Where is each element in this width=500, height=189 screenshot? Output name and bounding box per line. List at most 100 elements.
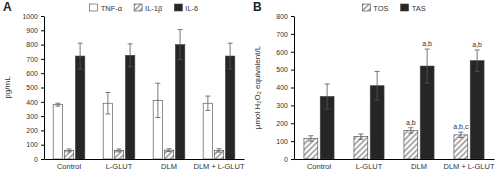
- legend-item: TAS: [401, 4, 426, 13]
- x-tick: L-GLUT: [106, 162, 133, 171]
- bar: [454, 135, 468, 159]
- bar: [470, 61, 484, 159]
- y-tick-label: 200: [276, 120, 288, 127]
- error-bar: [458, 132, 463, 137]
- legend-item: IL-1β: [134, 4, 163, 13]
- x-tick-label: DLM + L-GLUT: [443, 162, 494, 171]
- tick-mark: [291, 105, 294, 106]
- y-tick: 900: [26, 27, 44, 34]
- y-axis: 01002003004005006007008009001000: [22, 13, 44, 163]
- legend-swatch: [362, 4, 370, 11]
- y-tick-label: 400: [26, 99, 38, 106]
- legend-swatch: [174, 4, 182, 11]
- annotation: a,b: [406, 119, 416, 126]
- legend-item: IL-6: [174, 4, 198, 13]
- error-bar: [425, 49, 430, 83]
- x-tick-label: Control: [307, 162, 332, 171]
- bar: [225, 56, 234, 159]
- tick-mark: [41, 45, 44, 46]
- error-bar: [375, 71, 380, 100]
- error-bar: [55, 103, 60, 106]
- legend-label: TAS: [412, 4, 426, 13]
- y-tick-label: 200: [26, 127, 38, 134]
- bar: [203, 103, 212, 159]
- tick-mark: [291, 52, 294, 53]
- x-tick: DLM: [411, 162, 427, 171]
- legend-label: IL-6: [185, 4, 198, 13]
- legend-item: TOS: [362, 4, 388, 13]
- annotation: a,b,c: [453, 123, 469, 130]
- plot-area: [304, 49, 484, 159]
- x-tick-label: Control: [57, 162, 82, 171]
- y-tick: 800: [276, 13, 294, 20]
- y-tick-label: 700: [276, 31, 288, 38]
- x-tick: DLM + L-GLUT: [193, 162, 244, 171]
- annotation: a,b: [472, 41, 482, 48]
- x-tick: Control: [307, 162, 332, 171]
- tick-mark: [41, 116, 44, 117]
- error-bar: [308, 136, 313, 141]
- bar: [64, 150, 73, 159]
- y-tick-label: 600: [276, 48, 288, 55]
- bar: [53, 105, 62, 159]
- y-tick-label: 100: [26, 141, 38, 148]
- tick-mark: [41, 145, 44, 146]
- error-bar: [228, 43, 233, 69]
- x-axis: ControlL-GLUTDLMDLM + L-GLUT: [295, 160, 495, 172]
- x-tick-label: DLM + L-GLUT: [193, 162, 244, 171]
- legend: TNF-α IL-1β IL-6: [90, 4, 199, 13]
- bar: [404, 130, 418, 159]
- error-bar: [358, 134, 363, 139]
- bar: [164, 150, 173, 159]
- legend-swatch: [401, 4, 409, 11]
- error-bar: [217, 149, 222, 152]
- tick-mark: [291, 70, 294, 71]
- y-tick: 600: [276, 48, 294, 55]
- legend-item: TNF-α: [90, 4, 123, 13]
- x-tick: DLM: [161, 162, 177, 171]
- y-tick: 300: [276, 102, 294, 109]
- y-tick: 0: [34, 156, 44, 163]
- error-bar: [325, 84, 330, 109]
- figure: 0 100 200 300 400 500 600 700 800 900 1000 Control L…: [0, 0, 500, 189]
- x-tick: DLM + L-GLUT: [443, 162, 494, 171]
- bar: [354, 137, 368, 159]
- y-tick: 1000: [22, 13, 44, 20]
- x-tick-label: DLM: [411, 162, 427, 171]
- tick-mark: [291, 34, 294, 35]
- panel-label: B: [253, 0, 262, 14]
- error-bar: [408, 128, 413, 133]
- error-bar: [155, 83, 160, 117]
- error-bar: [67, 149, 72, 152]
- y-tick-label: 800: [276, 13, 288, 20]
- tick-mark: [41, 88, 44, 89]
- bar: [125, 55, 134, 159]
- bar: [304, 138, 318, 159]
- legend-label: IL-1β: [145, 4, 163, 13]
- y-tick: 200: [26, 127, 44, 134]
- y-tick: 100: [26, 141, 44, 148]
- tick-mark: [41, 159, 44, 160]
- legend-label: TOS: [373, 4, 388, 13]
- y-tick: 400: [26, 99, 44, 106]
- y-tick: 100: [276, 138, 294, 145]
- y-tick-label: 400: [276, 84, 288, 91]
- y-tick-label: 300: [26, 113, 38, 120]
- y-tick-label: 300: [276, 102, 288, 109]
- y-axis: 0100200300400500600700800: [276, 13, 294, 163]
- y-tick-label: 100: [276, 138, 288, 145]
- error-bar: [205, 96, 210, 110]
- tick-mark: [41, 73, 44, 74]
- y-tick: 800: [26, 41, 44, 48]
- y-tick: 300: [26, 113, 44, 120]
- legend: TOS TAS: [362, 4, 425, 13]
- axis-line: [45, 159, 245, 160]
- tick-mark: [291, 88, 294, 89]
- y-tick-label: 500: [276, 66, 288, 73]
- axis-line: [295, 159, 495, 160]
- tick-mark: [291, 16, 294, 17]
- axis-line: [44, 17, 45, 160]
- y-tick-label: 1000: [22, 13, 38, 20]
- y-tick: 500: [26, 84, 44, 91]
- y-tick: 700: [276, 31, 294, 38]
